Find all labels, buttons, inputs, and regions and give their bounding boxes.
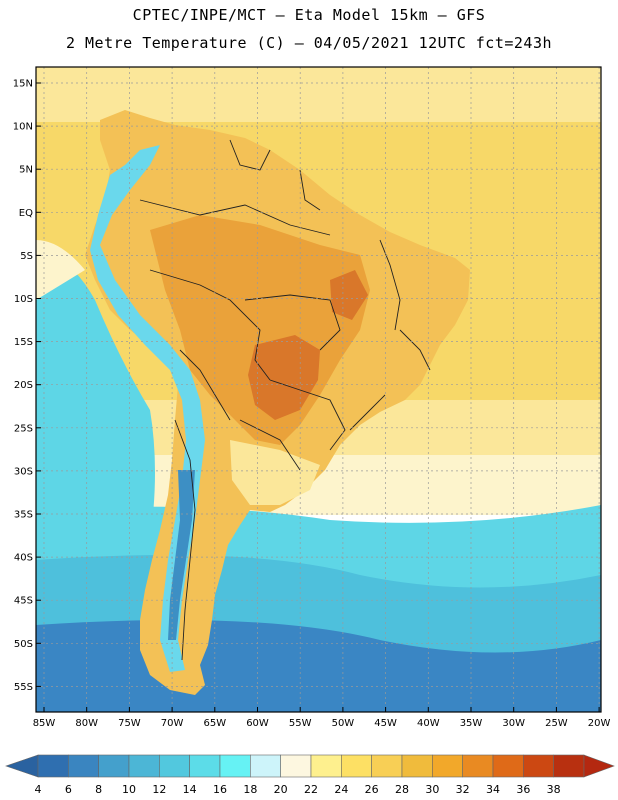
colorbar-label: 4 <box>35 783 42 796</box>
country-borders <box>139 139 431 661</box>
latitude-axis: 15N 10N 5N EQ 5S 10S 15S 20S 25S 30S 35S 40S 45S 50S 5… <box>13 79 41 693</box>
pacific-mild-water <box>36 240 85 300</box>
colorbar-label: 14 <box>183 783 197 796</box>
latitude-label: 10N <box>13 122 33 133</box>
colorbar-label: 36 <box>516 783 530 796</box>
longitude-label: 25W <box>545 718 568 729</box>
longitude-label: 45W <box>374 718 397 729</box>
colorbar-label: 8 <box>95 783 102 796</box>
colorbar-label: 26 <box>365 783 379 796</box>
colorbar-swatch <box>523 754 554 778</box>
graticule <box>36 67 601 712</box>
longitude-label: 65W <box>203 718 226 729</box>
latitude-label: 15N <box>13 79 33 90</box>
latitude-label: 5S <box>20 251 33 262</box>
longitude-label: 35W <box>460 718 483 729</box>
central-brazil-very-hot-zone <box>330 270 368 320</box>
colorbar-swatch <box>37 754 69 778</box>
latitude-label: 15S <box>14 337 33 348</box>
pacific-cool-water <box>36 250 155 560</box>
colorbar-label: 20 <box>274 783 288 796</box>
colorbar-label: 38 <box>547 783 561 796</box>
colorbar-swatch <box>68 754 99 778</box>
longitude-label: 85W <box>33 718 56 729</box>
latitude-label: 20S <box>14 380 33 391</box>
map-field <box>36 67 601 712</box>
latitude-label: 30S <box>14 466 33 477</box>
colorbar-swatch <box>98 754 130 778</box>
colorbar-swatch <box>341 754 372 778</box>
longitude-label: 75W <box>118 718 141 729</box>
colorbar-swatch <box>219 754 251 778</box>
latitude-label: 35S <box>14 510 33 521</box>
latitude-label: 55S <box>14 682 33 693</box>
longitude-label: 30W <box>502 718 525 729</box>
longitude-label: 60W <box>246 718 269 729</box>
pantanal-very-hot-zone <box>248 335 320 420</box>
map-frame <box>35 66 602 713</box>
colorbar-label: 10 <box>122 783 136 796</box>
latitude-label: 5N <box>19 165 33 176</box>
colorbar-label: 12 <box>152 783 166 796</box>
patagonian-andes-coldest <box>168 470 195 640</box>
longitude-label: 80W <box>75 718 98 729</box>
colorbar-label: 16 <box>213 783 227 796</box>
colorbar-swatch <box>310 754 342 778</box>
colorbar-label: 34 <box>486 783 500 796</box>
colorbar-swatch <box>189 754 221 778</box>
colorbar-swatch <box>159 754 190 778</box>
colorbar-label: 28 <box>395 783 409 796</box>
colorbar-label: 22 <box>304 783 318 796</box>
colorbar-low-arrow <box>5 754 39 778</box>
colorbar-label: 32 <box>456 783 470 796</box>
latitude-label: 10S <box>14 294 33 305</box>
colorbar-swatch <box>462 754 494 778</box>
colorbar-label: 24 <box>334 783 348 796</box>
colorbar-label: 18 <box>243 783 257 796</box>
colorbar-label: 30 <box>425 783 439 796</box>
longitude-label: 40W <box>417 718 440 729</box>
colorbar-swatch <box>250 754 281 778</box>
longitude-label: 70W <box>161 718 184 729</box>
latitude-label: 45S <box>14 596 33 607</box>
latitude-label: 25S <box>14 423 33 434</box>
latitude-label: 40S <box>14 553 33 564</box>
longitude-label: 50W <box>332 718 355 729</box>
longitude-label: 55W <box>289 718 312 729</box>
colorbar-swatch <box>128 754 160 778</box>
colorbar-swatch <box>432 754 463 778</box>
colorbar-swatch <box>280 754 312 778</box>
longitude-label: 20W <box>588 718 611 729</box>
latitude-label: EQ <box>19 208 33 219</box>
colorbar-high-arrow <box>583 754 615 778</box>
colorbar-swatch <box>401 754 433 778</box>
latitude-label: 50S <box>14 639 33 650</box>
map-title-line-1: CPTEC/INPE/MCT – Eta Model 15km – GFS <box>132 6 486 24</box>
map-title-line-2: 2 Metre Temperature (C) – 04/05/2021 12U… <box>65 34 553 52</box>
temperature-colorbar: 4 6 8 10 12 14 16 18 20 22 24 26 28 30 32 34 36 38 <box>5 754 615 796</box>
longitude-axis: 85W 80W 75W 70W 65W 60W 55W 50W 45W 40W 35W 30W 25W 2… <box>33 707 611 729</box>
colorbar-swatch <box>492 754 524 778</box>
andes-cold-ridge <box>90 145 205 672</box>
colorbar-label: 6 <box>65 783 72 796</box>
colorbar-swatch <box>371 754 403 778</box>
colorbar-swatch <box>553 754 585 778</box>
pampas-warm-zone <box>230 440 320 505</box>
